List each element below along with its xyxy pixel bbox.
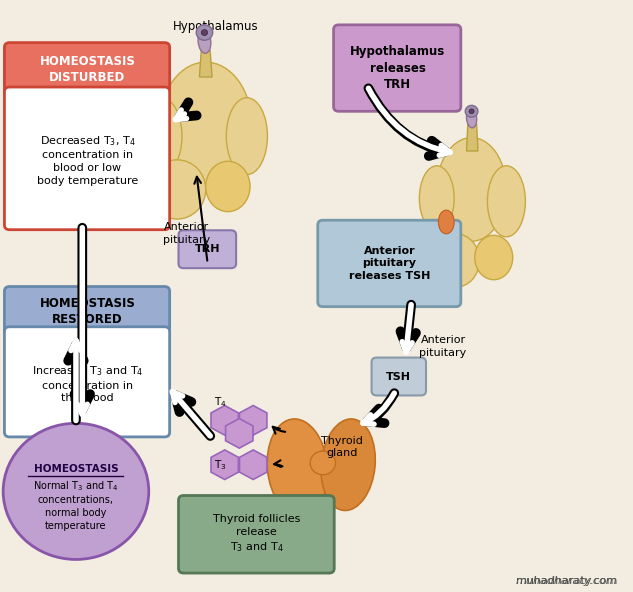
Text: Normal T$_3$ and T$_4$
concentrations,
normal body
temperature: Normal T$_3$ and T$_4$ concentrations, n… xyxy=(33,479,119,531)
FancyBboxPatch shape xyxy=(4,287,170,336)
Polygon shape xyxy=(239,450,267,480)
Polygon shape xyxy=(199,50,212,77)
FancyBboxPatch shape xyxy=(334,25,461,111)
Ellipse shape xyxy=(227,98,267,175)
Ellipse shape xyxy=(160,62,252,186)
FancyBboxPatch shape xyxy=(318,220,461,307)
Ellipse shape xyxy=(198,30,211,53)
FancyBboxPatch shape xyxy=(372,358,426,395)
Text: HOMEOSTASIS
RESTORED: HOMEOSTASIS RESTORED xyxy=(39,297,135,326)
Ellipse shape xyxy=(267,419,328,516)
Polygon shape xyxy=(225,419,253,448)
Text: Hypothalamus: Hypothalamus xyxy=(172,20,258,33)
Ellipse shape xyxy=(141,98,182,175)
Text: T$_3$: T$_3$ xyxy=(214,458,227,472)
Ellipse shape xyxy=(438,210,454,234)
Text: Decreased T$_3$, T$_4$
concentration in
blood or low
body temperature: Decreased T$_3$, T$_4$ concentration in … xyxy=(37,134,138,186)
Polygon shape xyxy=(211,450,239,480)
Ellipse shape xyxy=(149,160,206,219)
Text: Anterior
pituitary
releases TSH: Anterior pituitary releases TSH xyxy=(349,246,430,281)
Polygon shape xyxy=(211,406,239,435)
Text: Thyroid follicles
release
T$_3$ and T$_4$: Thyroid follicles release T$_3$ and T$_4… xyxy=(213,514,300,554)
Text: HOMEOSTASIS
DISTURBED: HOMEOSTASIS DISTURBED xyxy=(39,54,135,84)
Ellipse shape xyxy=(419,166,454,231)
Polygon shape xyxy=(467,124,478,151)
FancyBboxPatch shape xyxy=(179,230,236,268)
Ellipse shape xyxy=(475,236,513,280)
FancyBboxPatch shape xyxy=(4,87,170,230)
Text: HOMEOSTASIS: HOMEOSTASIS xyxy=(34,464,118,474)
FancyBboxPatch shape xyxy=(179,496,334,573)
Text: Anterior
pituitary: Anterior pituitary xyxy=(420,335,467,358)
Text: muhadharaty.com: muhadharaty.com xyxy=(516,577,617,586)
Polygon shape xyxy=(239,406,267,435)
Text: muhadharaty.com: muhadharaty.com xyxy=(515,577,617,586)
Ellipse shape xyxy=(437,137,506,242)
Circle shape xyxy=(465,105,478,117)
Ellipse shape xyxy=(487,166,525,237)
FancyBboxPatch shape xyxy=(4,327,170,437)
Ellipse shape xyxy=(206,161,250,211)
Text: Hypothalamus
releases
TRH: Hypothalamus releases TRH xyxy=(350,45,445,91)
Circle shape xyxy=(469,109,474,114)
Ellipse shape xyxy=(467,109,477,128)
Ellipse shape xyxy=(310,451,335,475)
Text: TSH: TSH xyxy=(386,372,411,381)
Ellipse shape xyxy=(321,419,375,510)
Ellipse shape xyxy=(432,234,480,287)
Circle shape xyxy=(3,423,149,559)
Text: Thyroid
gland: Thyroid gland xyxy=(321,436,363,458)
FancyBboxPatch shape xyxy=(4,43,170,96)
Circle shape xyxy=(196,25,213,40)
Text: T$_4$: T$_4$ xyxy=(214,395,227,410)
Circle shape xyxy=(201,30,208,36)
Text: Increased T$_3$ and T$_4$
concentration in
the blood: Increased T$_3$ and T$_4$ concentration … xyxy=(32,364,143,403)
Text: TRH: TRH xyxy=(195,244,220,254)
Text: Anterior
pituitary: Anterior pituitary xyxy=(163,223,210,245)
